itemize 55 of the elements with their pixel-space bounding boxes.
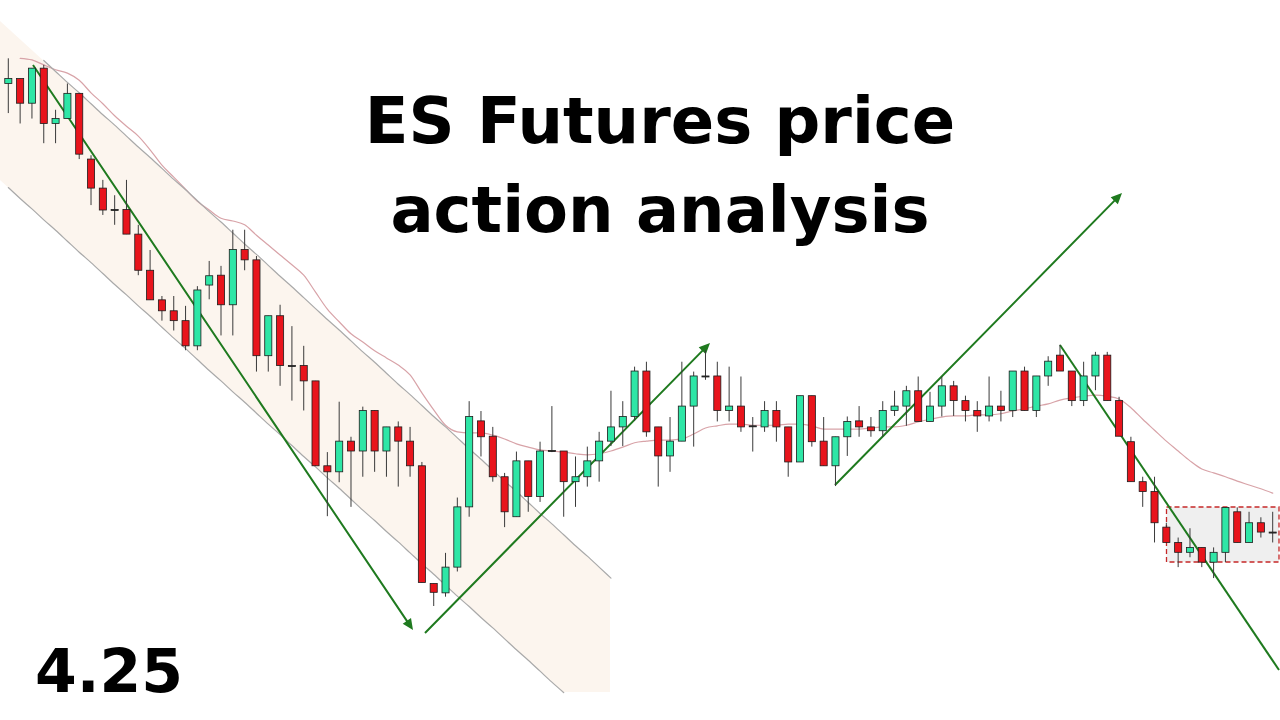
candlestick bbox=[4, 57, 13, 114]
candlestick bbox=[287, 325, 296, 402]
candlestick bbox=[926, 391, 934, 422]
candlestick bbox=[725, 366, 734, 422]
candlestick bbox=[772, 400, 781, 443]
candlestick bbox=[866, 416, 875, 438]
candlestick bbox=[98, 179, 107, 216]
candlestick bbox=[737, 376, 745, 433]
candlestick bbox=[607, 390, 615, 447]
candlestick bbox=[51, 109, 60, 144]
candlestick bbox=[760, 400, 769, 433]
candlestick bbox=[394, 420, 403, 488]
candlestick bbox=[347, 436, 355, 508]
candlestick bbox=[902, 385, 911, 427]
candlestick bbox=[949, 380, 958, 417]
candlestick bbox=[595, 431, 604, 483]
candlestick bbox=[748, 416, 757, 453]
candlestick bbox=[973, 400, 982, 433]
candlestick bbox=[205, 260, 214, 300]
candlestick bbox=[1197, 546, 1206, 568]
candlestick bbox=[1245, 511, 1253, 543]
candlestick bbox=[890, 390, 899, 417]
candlestick bbox=[571, 455, 580, 508]
candlestick bbox=[429, 583, 438, 607]
candlestick bbox=[1268, 511, 1277, 543]
candlestick bbox=[169, 295, 178, 332]
candlestick bbox=[1138, 476, 1147, 508]
candlestick bbox=[1044, 355, 1053, 387]
candlestick bbox=[1174, 537, 1183, 568]
candlestick bbox=[843, 416, 852, 457]
candlestick bbox=[547, 405, 556, 453]
candlestick bbox=[240, 229, 249, 271]
candlestick bbox=[996, 390, 1005, 422]
candlestick bbox=[961, 395, 970, 422]
candlestick bbox=[323, 451, 332, 517]
candlestick bbox=[583, 446, 592, 488]
candlestick bbox=[618, 400, 627, 447]
candlestick bbox=[1091, 351, 1100, 391]
candlestick bbox=[157, 295, 166, 322]
candlestick bbox=[937, 376, 946, 417]
candlestick bbox=[855, 405, 864, 438]
candlestick bbox=[1056, 344, 1064, 372]
candlestick bbox=[878, 400, 887, 438]
candlestick bbox=[666, 416, 674, 473]
candlestick bbox=[1256, 516, 1265, 539]
text: 4.25 bbox=[35, 636, 184, 706]
text: ES Futures price action analysis bbox=[364, 84, 956, 247]
candlestick bbox=[477, 410, 485, 457]
candlestick bbox=[299, 345, 308, 411]
candlestick bbox=[1162, 522, 1171, 543]
candlestick bbox=[1209, 546, 1218, 579]
candlestick bbox=[110, 194, 119, 226]
candlestick bbox=[985, 376, 994, 422]
candlestick bbox=[701, 349, 710, 381]
candlestick bbox=[1186, 527, 1194, 558]
